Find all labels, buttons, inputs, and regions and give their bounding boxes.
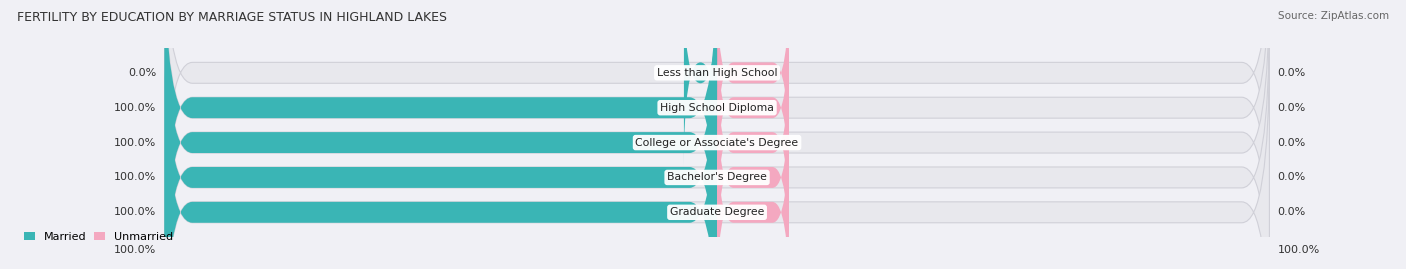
Text: Bachelor's Degree: Bachelor's Degree (666, 172, 768, 182)
FancyBboxPatch shape (717, 118, 789, 269)
Text: Graduate Degree: Graduate Degree (669, 207, 765, 217)
Text: 100.0%: 100.0% (1278, 245, 1320, 256)
FancyBboxPatch shape (717, 83, 789, 269)
Text: 0.0%: 0.0% (1278, 103, 1306, 113)
FancyBboxPatch shape (165, 0, 717, 269)
Text: Less than High School: Less than High School (657, 68, 778, 78)
FancyBboxPatch shape (717, 13, 789, 202)
FancyBboxPatch shape (165, 0, 1270, 269)
FancyBboxPatch shape (683, 0, 717, 167)
Text: College or Associate's Degree: College or Associate's Degree (636, 137, 799, 148)
FancyBboxPatch shape (165, 0, 1270, 269)
Text: Source: ZipAtlas.com: Source: ZipAtlas.com (1278, 11, 1389, 21)
FancyBboxPatch shape (717, 0, 789, 167)
Text: 100.0%: 100.0% (114, 103, 156, 113)
FancyBboxPatch shape (165, 0, 1270, 237)
FancyBboxPatch shape (165, 13, 1270, 269)
Text: 0.0%: 0.0% (1278, 172, 1306, 182)
FancyBboxPatch shape (165, 48, 1270, 269)
Text: 0.0%: 0.0% (1278, 137, 1306, 148)
Text: 100.0%: 100.0% (114, 207, 156, 217)
Text: 100.0%: 100.0% (114, 245, 156, 256)
FancyBboxPatch shape (165, 48, 717, 269)
Text: 0.0%: 0.0% (128, 68, 156, 78)
FancyBboxPatch shape (717, 48, 789, 237)
FancyBboxPatch shape (165, 13, 717, 269)
Text: 100.0%: 100.0% (114, 137, 156, 148)
Text: 0.0%: 0.0% (1278, 207, 1306, 217)
Text: 100.0%: 100.0% (114, 172, 156, 182)
Text: FERTILITY BY EDUCATION BY MARRIAGE STATUS IN HIGHLAND LAKES: FERTILITY BY EDUCATION BY MARRIAGE STATU… (17, 11, 447, 24)
Text: 0.0%: 0.0% (1278, 68, 1306, 78)
Legend: Married, Unmarried: Married, Unmarried (20, 227, 177, 246)
FancyBboxPatch shape (165, 0, 717, 269)
Text: High School Diploma: High School Diploma (661, 103, 773, 113)
